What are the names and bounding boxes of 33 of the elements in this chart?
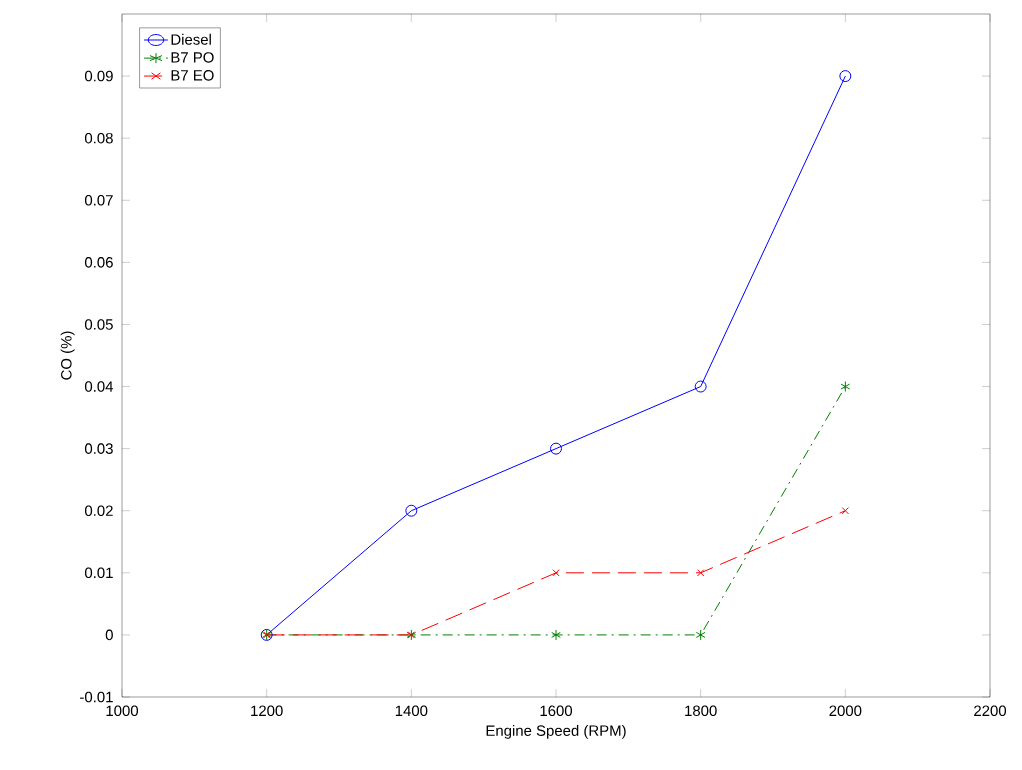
point <box>697 569 705 577</box>
point <box>550 442 562 455</box>
x-tick-label: 1400 <box>395 705 428 717</box>
y-tick-label: 0.02 <box>84 505 113 517</box>
point <box>839 70 852 83</box>
x-tick-label: 1000 <box>106 705 139 717</box>
point <box>405 504 418 517</box>
x-tick-label: 2200 <box>974 705 1007 717</box>
x-axis-title: Engine Speed (RPM) <box>486 724 626 739</box>
x-tick-label: 1600 <box>540 705 573 717</box>
y-tick-label: -0.01 <box>80 691 113 703</box>
point <box>840 381 851 393</box>
point <box>841 507 850 515</box>
y-tick-label: 0 <box>105 629 113 641</box>
point <box>551 629 561 641</box>
legend-label: Diesel <box>171 33 211 45</box>
y-axis-title: CO (%) <box>60 331 75 380</box>
y-tick-label: 0.08 <box>84 132 113 144</box>
y-tick-label: 0.04 <box>84 381 114 392</box>
y-tick-label: 0.09 <box>84 70 113 82</box>
point <box>552 569 560 577</box>
y-tick-label: 0.07 <box>84 194 113 206</box>
y-tick-label: 0.03 <box>84 443 113 454</box>
y-tick-label: 0.05 <box>84 319 113 330</box>
x-tick-label: 1200 <box>251 705 283 717</box>
y-tick-label: 0.06 <box>84 257 113 268</box>
legend-label: B7 PO <box>171 52 214 63</box>
x-tick-label: 2000 <box>829 705 862 717</box>
point <box>694 380 707 393</box>
point <box>695 629 706 641</box>
x-tick-label: 1800 <box>685 705 717 717</box>
y-tick-label: 0.01 <box>84 567 113 579</box>
legend-label: B7 EO <box>171 70 214 81</box>
